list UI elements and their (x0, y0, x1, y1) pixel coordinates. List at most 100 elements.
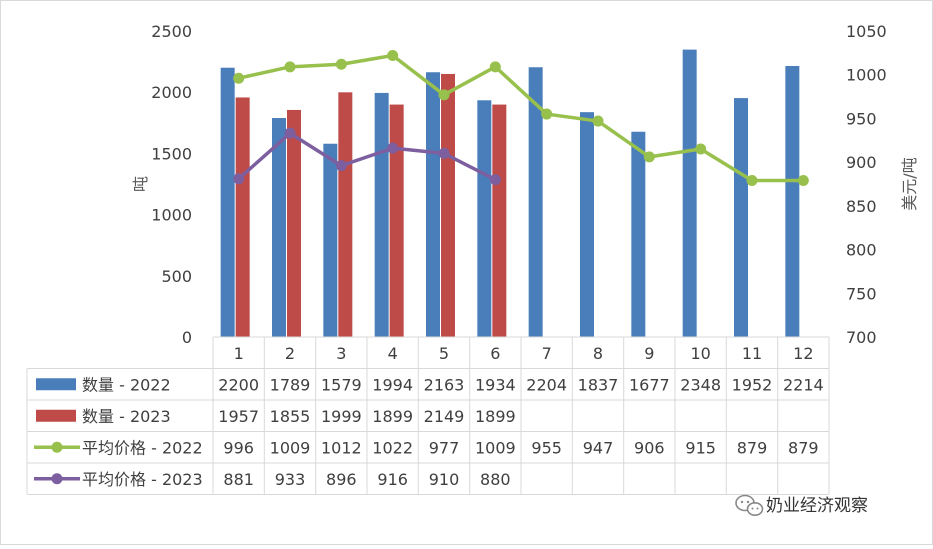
watermark-text: 奶业经济观察 (766, 496, 868, 516)
table-cell: 1677 (629, 375, 670, 394)
bar (338, 92, 353, 337)
x-tick-label: 3 (336, 344, 346, 363)
table-cell: 1789 (270, 375, 311, 394)
table-cell: 996 (223, 438, 254, 457)
table-cell: 879 (737, 438, 768, 457)
bar (272, 118, 286, 337)
x-tick-label: 4 (388, 344, 398, 363)
bar (287, 109, 301, 337)
table-cell: 910 (429, 470, 460, 489)
table-cell: 1952 (732, 375, 773, 394)
bar (323, 143, 338, 337)
bar (389, 104, 404, 337)
bar (631, 131, 646, 337)
table-cell: 1012 (321, 438, 362, 457)
x-tick-label: 1 (234, 344, 244, 363)
x-tick-label: 10 (690, 344, 710, 363)
table-cell: 955 (531, 438, 562, 457)
series-line (237, 131, 497, 182)
y-tick-label: 1000 (151, 206, 192, 225)
line-point (387, 49, 399, 61)
y-tick-label: 500 (161, 267, 192, 286)
line-point (541, 108, 553, 120)
line-point (335, 160, 347, 172)
y2-tick-label: 900 (846, 153, 877, 172)
y-axis-title: 吨 (131, 176, 150, 192)
x-tick-label: 7 (542, 344, 552, 363)
line-point (233, 72, 245, 84)
y-tick-label: 1500 (151, 144, 192, 163)
y2-tick-label: 1000 (846, 66, 887, 85)
y2-tick-label: 1050 (846, 22, 887, 41)
table-cell: 879 (788, 438, 819, 457)
table-cell: 1837 (578, 375, 619, 394)
line-point (489, 61, 501, 73)
line-point (592, 115, 604, 127)
table-cell: 881 (223, 470, 254, 489)
table-cell: 906 (634, 438, 665, 457)
y-tick-label: 2500 (151, 22, 192, 41)
y2-tick-label: 700 (846, 328, 877, 347)
x-tick-label: 9 (644, 344, 654, 363)
x-tick-label: 5 (439, 344, 449, 363)
series-line (238, 53, 804, 183)
legend-label: 数量 - 2023 (82, 407, 171, 426)
bar (528, 67, 543, 337)
bar (492, 104, 507, 337)
bar (682, 49, 697, 338)
line-point (438, 147, 450, 159)
table-cell: 1009 (475, 438, 516, 457)
legend-swatch (36, 409, 76, 422)
x-tick-label: 12 (793, 344, 813, 363)
x-tick-label: 8 (593, 344, 603, 363)
line-point (438, 89, 450, 101)
x-tick-label: 2 (285, 344, 295, 363)
table-cell: 1899 (475, 407, 516, 426)
bar (235, 97, 250, 338)
table-cell: 916 (377, 470, 408, 489)
bar (734, 98, 748, 338)
legend-marker (51, 473, 63, 485)
line-point (284, 127, 296, 139)
table-cell: 2163 (424, 375, 465, 394)
bar (785, 66, 800, 337)
table-cell: 1994 (372, 375, 413, 394)
table-cell: 977 (429, 438, 460, 457)
y2-axis-title: 美元/吨 (900, 157, 919, 210)
legend-swatch (36, 378, 76, 391)
bar (220, 67, 235, 337)
x-tick-label: 6 (490, 344, 500, 363)
table-cell: 1009 (270, 438, 311, 457)
watermark: 奶业经济观察 (735, 494, 868, 516)
legend-marker (51, 441, 63, 453)
bar (374, 92, 389, 337)
line-point (746, 175, 758, 187)
table-cell: 1934 (475, 375, 516, 394)
line-point (797, 175, 809, 187)
legend-label: 平均价格 - 2023 (82, 470, 203, 489)
line-point (643, 151, 655, 163)
line-point (489, 174, 501, 186)
y-tick-label: 0 (182, 328, 192, 347)
table-cell: 947 (583, 438, 614, 457)
bar (441, 73, 455, 337)
legend-label: 数量 - 2022 (82, 375, 171, 394)
table-cell: 896 (326, 470, 357, 489)
line-point (387, 142, 399, 154)
y2-tick-label: 950 (846, 109, 877, 128)
table-cell: 2204 (526, 375, 567, 394)
table-cell: 1579 (321, 375, 362, 394)
table-cell: 1022 (372, 438, 413, 457)
table-cell: 1957 (218, 407, 259, 426)
line-point (335, 58, 347, 70)
y2-tick-label: 750 (846, 284, 877, 303)
line-point (233, 173, 245, 185)
table-cell: 2214 (783, 375, 824, 394)
table-cell: 933 (275, 470, 306, 489)
table-cell: 1855 (270, 407, 311, 426)
table-cell: 2149 (424, 407, 465, 426)
y2-tick-label: 850 (846, 197, 877, 216)
table-cell: 2200 (218, 375, 259, 394)
